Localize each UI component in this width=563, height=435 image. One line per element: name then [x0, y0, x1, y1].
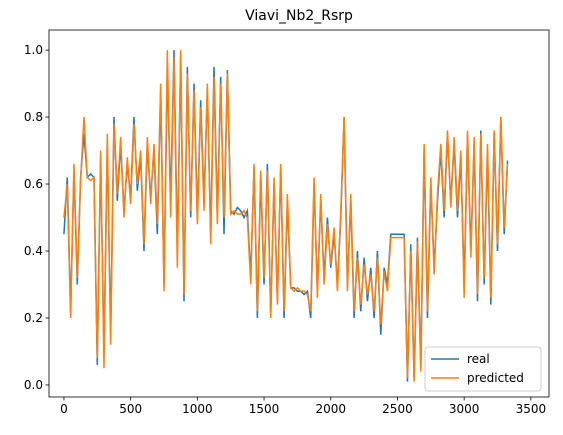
- y-tick-label: 0.2: [24, 311, 43, 325]
- x-tick-label: 2000: [315, 402, 346, 416]
- y-tick-label: 0.4: [24, 244, 43, 258]
- x-tick-label: 1000: [182, 402, 213, 416]
- x-tick-label: 3000: [449, 402, 480, 416]
- y-tick-label: 0.8: [24, 110, 43, 124]
- legend-label: real: [467, 352, 490, 366]
- plot-frame: [48, 29, 550, 398]
- x-tick-label: 2500: [382, 402, 413, 416]
- series-line: [63, 50, 509, 382]
- x-tick-label: 0: [60, 402, 68, 416]
- y-tick-label: 0.0: [24, 378, 43, 392]
- x-tick-label: 500: [119, 402, 142, 416]
- legend-box: [424, 346, 542, 392]
- y-tick-label: 1.0: [24, 43, 43, 57]
- chart-title: Viavi_Nb2_Rsrp: [245, 8, 353, 24]
- series-line: [63, 50, 509, 382]
- x-tick-label: 1500: [249, 402, 280, 416]
- y-tick-label: 0.6: [24, 177, 43, 191]
- legend-label: predicted: [467, 371, 524, 385]
- x-tick-label: 3500: [516, 402, 547, 416]
